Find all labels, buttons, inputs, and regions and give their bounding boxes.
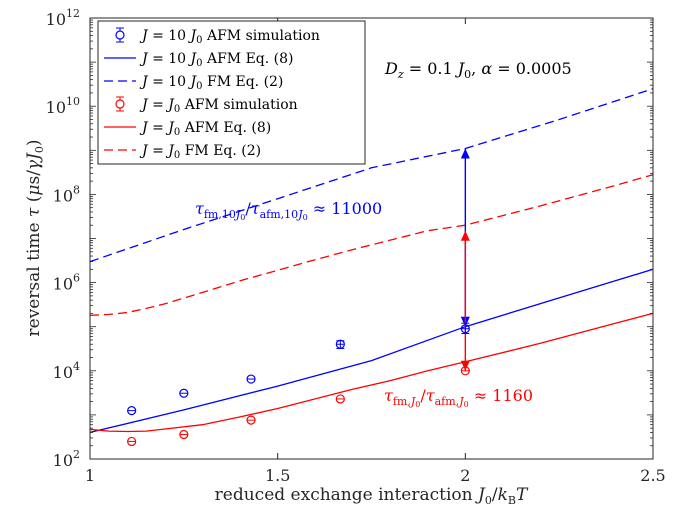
x-tick-label: 1.5 [265, 466, 290, 485]
y-tick-label: 104 [53, 360, 80, 382]
legend-swatch-4 [115, 99, 125, 109]
x-tick-label: 2 [460, 466, 470, 485]
legend-entry-1: J = 10 J0 AFM simulation [139, 28, 320, 46]
legend-entry-3: J = 10 J0 FM Eq. (2) [139, 74, 283, 92]
simulation-markers [127, 322, 470, 447]
y-tick-label: 1012 [46, 7, 80, 29]
ratio-arrow-head [460, 148, 470, 159]
x-tick-label: 2.5 [640, 466, 665, 485]
legend: J = 10 J0 AFM simulation J = 10 J0 AFM E… [97, 20, 366, 165]
series-line-6 [89, 174, 654, 317]
ratio-arrow-head [460, 230, 470, 241]
y-tick-label: 102 [53, 448, 80, 470]
legend-swatches [104, 27, 136, 151]
y-tick-label: 1010 [46, 95, 80, 117]
x-axis-label: reduced exchange interaction J0/kBT [215, 485, 529, 507]
y-axis-label: reversal time τ (μs/γJ0) [24, 139, 46, 336]
series-line-3 [89, 88, 654, 263]
series-line-5 [89, 312, 654, 433]
afm-j0-ratio-annotation: τfm,J0/τafm,J0 ≈ 1160 [384, 386, 533, 409]
x-tick-label: 1 [85, 466, 95, 485]
series-line-2 [89, 268, 654, 434]
legend-box [97, 20, 366, 165]
legend-swatch-1 [115, 30, 125, 40]
legend-entry-6: J = J0 FM Eq. (2) [139, 143, 261, 161]
legend-entry-4: J = J0 AFM simulation [139, 97, 298, 115]
legend-entry-2: J = 10 J0 AFM Eq. (8) [139, 51, 294, 69]
y-tick-label: 106 [53, 272, 80, 294]
legend-entry-5: J = J0 AFM Eq. (8) [139, 120, 271, 138]
ratio-arrows [460, 148, 470, 371]
afm-10j0-ratio-annotation: τfm,10J0/τafm,10J0 ≈ 11000 [195, 199, 382, 222]
y-tick-label: 108 [53, 183, 80, 205]
ratio-arrow-head [460, 360, 470, 371]
axis-ticks [89, 17, 654, 460]
series-lines [89, 88, 654, 434]
parameters-annotation: Dz = 0.1 J0, α = 0.0005 [384, 59, 572, 81]
axis-tick-labels: 1 1.5 2 2.5 102 104 106 108 1010 1012 [46, 7, 666, 485]
